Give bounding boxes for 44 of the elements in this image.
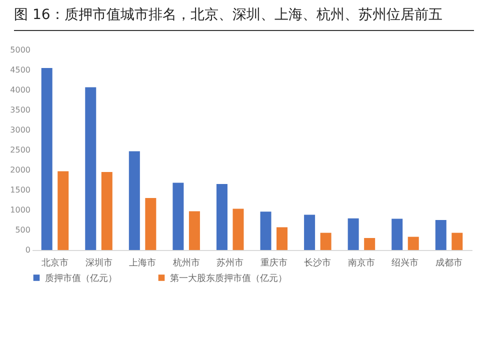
bar: [58, 171, 69, 250]
bar: [172, 182, 184, 250]
x-tick-label: 北京市: [41, 258, 68, 268]
bar: [232, 208, 244, 250]
y-tick-label: 1000: [10, 206, 30, 214]
x-tick-label: 成都市: [436, 258, 463, 268]
y-tick-label: 2000: [10, 166, 30, 174]
x-tick-label: 绍兴市: [392, 258, 419, 268]
x-tick-label: 上海市: [129, 258, 156, 268]
y-tick-label: 4500: [10, 66, 30, 74]
y-tick-label: 500: [15, 226, 30, 234]
y-tick-label: 3500: [10, 106, 30, 114]
bar: [85, 87, 96, 250]
chart-title: 图 16：质押市值城市排名，北京、深圳、上海、杭州、苏州位居前五: [14, 4, 474, 31]
bar: [364, 238, 376, 250]
bar: [320, 232, 332, 250]
bar: [435, 220, 446, 250]
y-tick-label: 4000: [10, 86, 30, 94]
bar: [452, 232, 463, 250]
bar: [392, 218, 403, 250]
bar: [408, 236, 419, 250]
bar: [41, 68, 52, 250]
y-tick-label: 0: [25, 246, 30, 254]
y-tick-label: 3000: [10, 126, 30, 134]
x-tick-label: 长沙市: [304, 258, 332, 268]
x-tick-label: 杭州市: [172, 258, 200, 268]
y-tick-label: 5000: [10, 46, 30, 54]
bar: [348, 218, 359, 250]
bar: [101, 172, 112, 250]
legend-label: 质押市值（亿元）: [45, 272, 117, 284]
y-tick-label: 1500: [10, 186, 30, 194]
y-tick-label: 2500: [10, 146, 30, 154]
bar: [260, 212, 272, 250]
bar: [276, 227, 288, 250]
bar: [304, 214, 316, 250]
bar: [216, 184, 228, 250]
bar: [128, 151, 140, 250]
legend-label: 第一大股东质押市值（亿元）: [170, 272, 287, 284]
bar: [145, 198, 156, 250]
x-tick-label: 苏州市: [216, 258, 244, 268]
x-tick-label: 南京市: [348, 258, 375, 268]
x-tick-label: 深圳市: [85, 258, 112, 268]
x-tick-label: 重庆市: [260, 258, 288, 268]
bar: [188, 211, 200, 250]
